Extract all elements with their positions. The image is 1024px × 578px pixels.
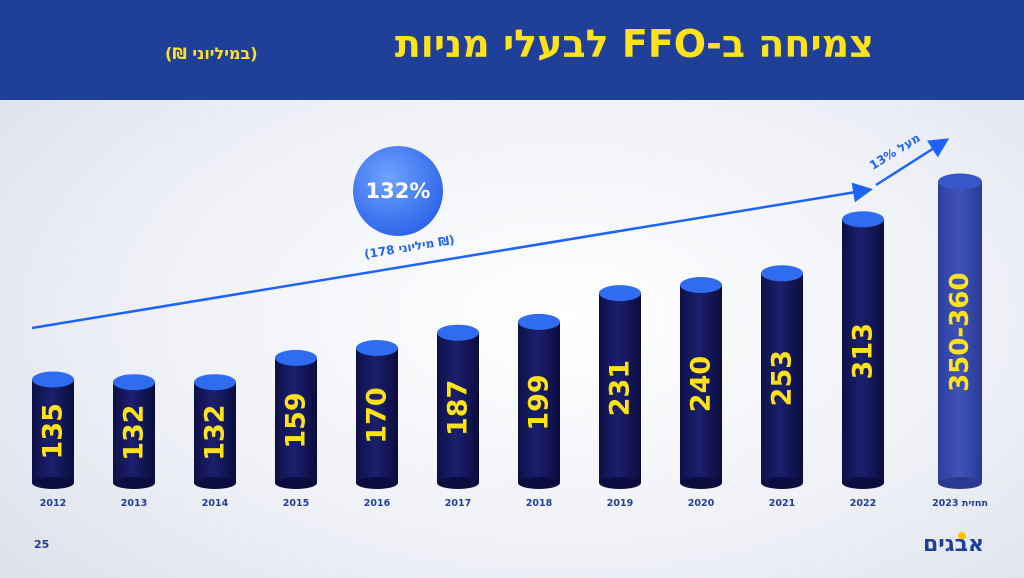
- bar: [275, 357, 317, 483]
- x-tick-label: 2013: [121, 498, 147, 509]
- growth-percent-label: 132%: [366, 179, 431, 203]
- bar-base: [842, 477, 884, 489]
- bar-base: [680, 477, 722, 489]
- logo-dot: [958, 532, 966, 540]
- bar: [938, 181, 982, 483]
- x-tick-label: 2018: [526, 498, 553, 509]
- page-subtitle: (במיליוני ₪): [165, 44, 258, 63]
- bar-top: [938, 173, 982, 190]
- x-tick-label: 2021: [769, 498, 795, 509]
- bar-value-label: 313: [848, 323, 879, 379]
- bar-value-label: 135: [38, 403, 69, 459]
- forecast-growth-label: מעל 13%: [867, 131, 923, 173]
- bar-top: [518, 313, 560, 330]
- bar: [680, 285, 722, 483]
- bar: [356, 348, 398, 483]
- x-tick-label: 2019: [607, 498, 633, 509]
- bar-value-label: 350-360: [945, 273, 975, 392]
- x-tick-label: תחזית 2023: [932, 498, 988, 509]
- bar-top: [194, 374, 236, 391]
- bar: [842, 219, 884, 484]
- forecast-arrow: [875, 138, 950, 187]
- bar-top: [599, 285, 641, 302]
- bar-value-label: 187: [443, 380, 474, 436]
- bar-base: [194, 477, 236, 489]
- bar-base: [275, 477, 317, 489]
- growth-amount-label: (178 מיליוני ₪): [363, 233, 455, 262]
- bar: [113, 382, 155, 483]
- bar-base: [518, 477, 560, 489]
- bar-value-label: 159: [281, 392, 312, 448]
- bar: [194, 382, 236, 483]
- bar-top: [113, 374, 155, 391]
- growth-arrow: [31, 182, 873, 330]
- bar: [32, 379, 74, 483]
- x-tick-label: 2014: [202, 498, 229, 509]
- bar-base: [761, 477, 803, 489]
- bar-base: [113, 477, 155, 489]
- x-tick-label: 2022: [850, 498, 876, 509]
- bar-top: [275, 349, 317, 366]
- x-tick-label: 2020: [688, 498, 715, 509]
- bar-value-label: 231: [605, 360, 636, 416]
- bar-base: [437, 477, 479, 489]
- bar: [761, 273, 803, 483]
- company-logo: אבגים: [922, 532, 984, 557]
- bar-value-label: 132: [119, 404, 150, 460]
- bar-base: [356, 477, 398, 489]
- bar: [518, 321, 560, 483]
- bar-top: [437, 324, 479, 341]
- bar-base: [32, 477, 74, 489]
- bar-top: [842, 211, 884, 228]
- growth-circle: [353, 146, 443, 236]
- bar-top: [680, 277, 722, 293]
- x-tick-label: 2017: [445, 498, 471, 509]
- bar-top: [356, 340, 398, 356]
- bar-base: [938, 477, 982, 489]
- header-bar: צמיחה ב-FFO לבעלי מניות (במיליוני ₪): [0, 0, 1024, 100]
- bar-value-label: 199: [524, 374, 555, 430]
- bar-value-label: 170: [362, 387, 393, 443]
- bar-top: [761, 265, 803, 282]
- page-title: צמיחה ב-FFO לבעלי מניות: [394, 22, 874, 66]
- bar-base: [599, 477, 641, 489]
- bar-top: [32, 371, 74, 388]
- bar: [437, 332, 479, 483]
- bar-value-label: 253: [767, 350, 798, 406]
- x-tick-label: 2016: [364, 498, 391, 509]
- bar-value-label: 132: [200, 404, 231, 460]
- page-number: 25: [34, 538, 50, 551]
- bar: [599, 293, 641, 483]
- x-tick-label: 2015: [283, 498, 309, 509]
- bar-value-label: 240: [686, 356, 717, 412]
- x-tick-label: 2012: [40, 498, 66, 509]
